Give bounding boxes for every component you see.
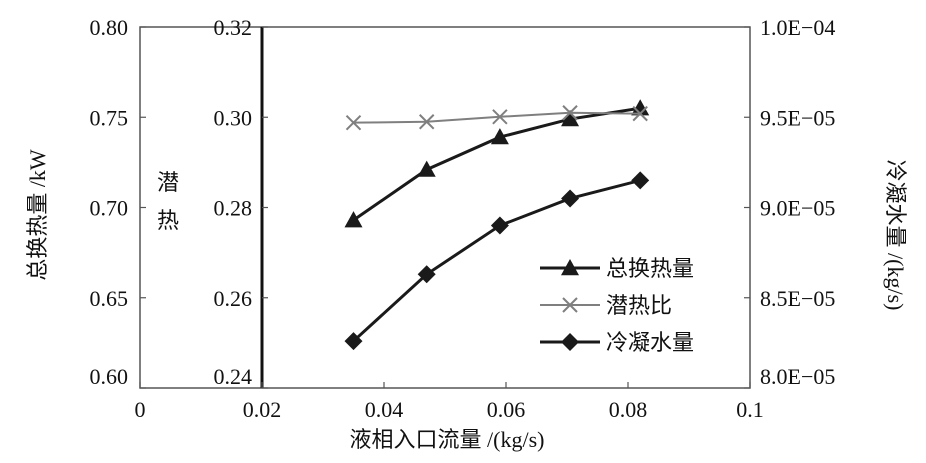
data-point [344, 332, 363, 351]
x-marker-stroke [345, 114, 362, 131]
legend-marker [561, 333, 579, 351]
series-layer [344, 99, 650, 351]
data-point [344, 211, 363, 228]
series-0 [344, 99, 650, 228]
x-marker-stroke [562, 297, 578, 313]
x-tick-label: 0.02 [243, 397, 282, 422]
series-1 [345, 105, 648, 131]
legend-label: 总换热量 [606, 256, 694, 281]
x-tick-label: 0.1 [736, 397, 764, 422]
inner-tick-label: 0.26 [214, 286, 253, 311]
legend-marker [561, 259, 579, 276]
right-tick-label: 1.0E−04 [760, 15, 835, 40]
inner-axis-ticks: 0.24 0.26 0.28 0.30 0.32 [214, 15, 268, 389]
left-axis-ticks: 0.60 0.65 0.70 0.75 0.80 [90, 15, 146, 389]
data-point [631, 99, 650, 116]
inner-axis-label: 潜热 [157, 170, 179, 233]
data-point [561, 110, 580, 127]
series-2 [344, 171, 650, 351]
x-tick-label: 0.04 [365, 397, 404, 422]
data-point [561, 189, 580, 208]
series-line [352, 106, 641, 222]
data-point [562, 105, 578, 121]
inner-tick-label: 0.24 [214, 364, 253, 389]
right-tick-label: 9.5E−05 [760, 105, 835, 130]
data-point [492, 109, 508, 125]
x-tick-label: 0.08 [609, 397, 648, 422]
right-axis-ticks: 8.0E−05 8.5E−05 9.0E−05 9.5E−05 1.0E−04 [744, 15, 835, 389]
x-axis-ticks: 0 0.02 0.04 0.06 0.08 0.1 [135, 382, 764, 422]
right-axis-label: 冷凝水量 /(kg/s) [883, 160, 908, 311]
left-axis-label: 总换热量 /kW [25, 149, 50, 281]
x-tick-label: 0.06 [487, 397, 526, 422]
right-tick-label: 9.0E−05 [760, 196, 835, 221]
series-line [352, 178, 641, 343]
data-point [490, 128, 509, 145]
right-tick-label: 8.0E−05 [760, 364, 835, 389]
data-point [345, 114, 362, 131]
left-tick-label: 0.80 [90, 15, 129, 40]
x-marker-stroke [632, 105, 648, 122]
inner-tick-label: 0.32 [214, 15, 253, 40]
data-point [490, 216, 509, 235]
legend-item: 冷凝水量 [540, 330, 694, 355]
left-tick-label: 0.60 [90, 364, 129, 389]
x-tick-label: 0 [135, 397, 146, 422]
legend-item: 潜热比 [540, 293, 672, 318]
inner-tick-label: 0.30 [214, 105, 253, 130]
inner-tick-label: 0.28 [214, 196, 253, 221]
x-marker-stroke [492, 109, 508, 125]
data-point [632, 105, 648, 122]
left-tick-label: 0.70 [90, 196, 129, 221]
data-point [418, 114, 435, 130]
right-tick-label: 8.5E−05 [760, 286, 835, 311]
data-point [417, 160, 436, 177]
data-point [631, 171, 650, 190]
x-marker-stroke [562, 105, 578, 121]
legend-label: 冷凝水量 [606, 330, 694, 355]
legend-label: 潜热比 [606, 293, 672, 318]
data-point [417, 265, 436, 284]
x-marker-stroke [418, 114, 435, 130]
legend-item: 总换热量 [540, 256, 694, 281]
left-tick-label: 0.75 [90, 105, 129, 130]
x-axis-label: 液相入口流量 /(kg/s) [350, 427, 545, 452]
left-tick-label: 0.65 [90, 286, 129, 311]
legend-marker [562, 297, 578, 313]
